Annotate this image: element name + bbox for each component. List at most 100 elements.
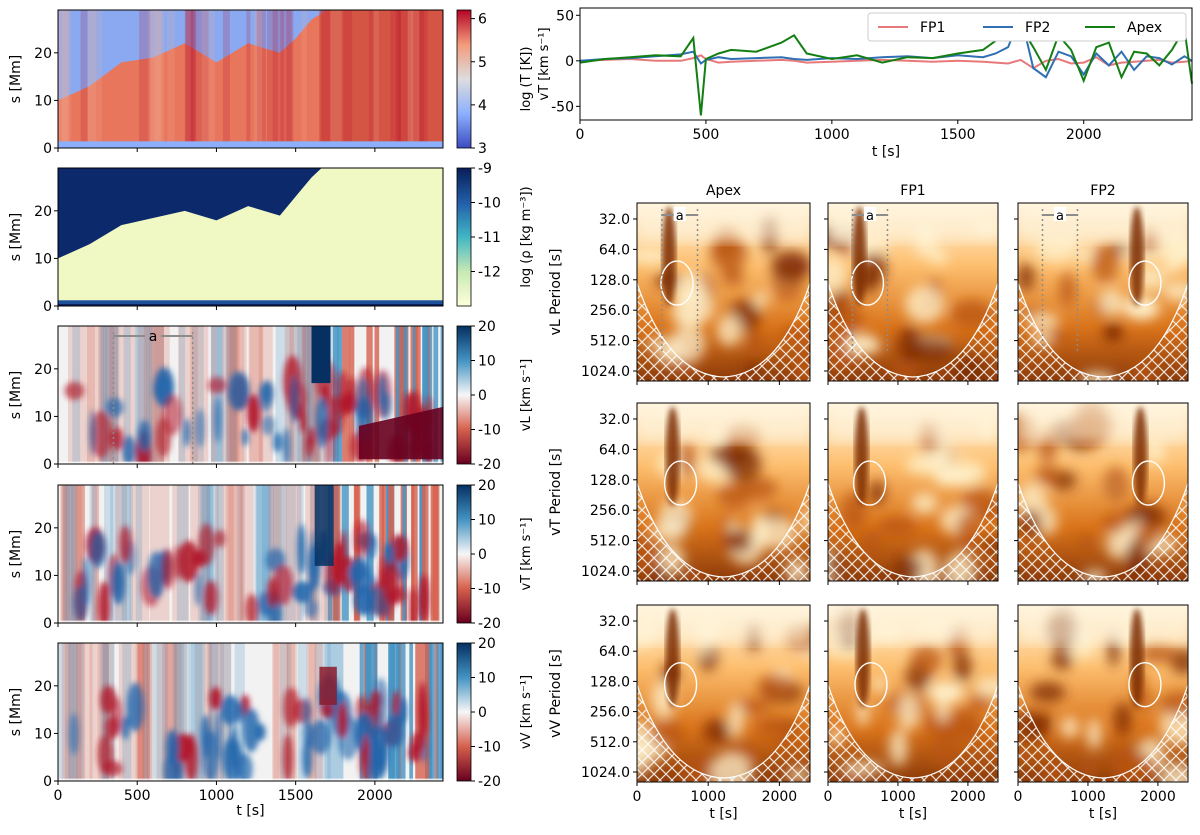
velocity-stripe xyxy=(217,326,225,464)
velocity-blob xyxy=(339,530,348,572)
colorbar xyxy=(456,9,472,149)
y-tick-label: 1024.0 xyxy=(581,364,630,380)
power-blob xyxy=(702,718,732,744)
velocity-stripe xyxy=(174,643,185,781)
velocity-blob xyxy=(370,723,390,773)
heatmap-temperature: 0 10 20 s [Mm] 6 5 4 3 log (T [K]) xyxy=(8,9,534,157)
cone-of-influence xyxy=(828,684,998,782)
heatmap-vV: 0 10 20 0 500 1000 1500 2000 s [Mm] t [s] 20 10 0 -10… xyxy=(8,636,534,819)
colorbar-tick-label: -9 xyxy=(478,161,492,177)
interval-label: a xyxy=(676,209,684,224)
velocity-stripe xyxy=(143,643,150,781)
wavelet-panel: 0 1000 2000 t [s] xyxy=(824,604,999,822)
velocity-blob xyxy=(177,540,199,583)
power-blob xyxy=(897,692,920,731)
power-blob xyxy=(932,728,959,768)
row-y-label: vV Period [s] xyxy=(548,649,564,738)
x-tick-label: 1000 xyxy=(1070,789,1106,805)
colorbar-tick-label: 4 xyxy=(478,98,487,114)
velocity-blob xyxy=(161,548,175,590)
velocity-stripe xyxy=(143,326,153,464)
velocity-blob xyxy=(266,578,279,608)
x-tick-label: 500 xyxy=(124,788,151,804)
cone-of-influence xyxy=(1018,483,1188,581)
power-blob xyxy=(717,483,751,509)
temperature-streak xyxy=(321,10,330,148)
x-tick-label: 0 xyxy=(1014,789,1023,805)
power-blob xyxy=(856,699,869,727)
vL-dark-red-region xyxy=(359,406,443,460)
series-line-fp1 xyxy=(579,54,1193,70)
velocity-blob xyxy=(315,396,330,449)
velocity-stripe xyxy=(191,326,204,464)
short-period-region xyxy=(1018,203,1188,243)
velocity-stripe xyxy=(122,643,132,781)
power-blob xyxy=(1034,712,1052,736)
y-tick-label: 20 xyxy=(34,46,52,62)
velocity-stripe xyxy=(137,643,153,781)
axes-frame xyxy=(57,167,444,307)
x-axis-label: t [s] xyxy=(709,806,737,822)
wavelet-power xyxy=(828,403,998,581)
velocity-stripe xyxy=(178,326,198,464)
base-band xyxy=(58,620,443,623)
y-tick-label: 10 xyxy=(34,568,52,584)
power-peak xyxy=(1129,206,1144,307)
x-tick-label: 2000 xyxy=(1066,127,1102,143)
short-period-region xyxy=(637,605,810,644)
velocity-blob xyxy=(305,435,314,459)
y-tick-label: 1024.0 xyxy=(581,564,630,580)
power-blob xyxy=(910,645,943,674)
wavelet-panel: 0 1000 2000 t [s] xyxy=(1014,604,1189,822)
power-blob xyxy=(770,250,810,283)
heatmap-body-vV xyxy=(58,643,443,781)
velocity-blob xyxy=(165,729,180,766)
colorbar-tick-label: 10 xyxy=(478,671,496,687)
temperature-streak xyxy=(272,10,284,148)
power-blob xyxy=(878,516,917,538)
y-axis-label: s [Mm] xyxy=(8,688,24,736)
axes-frame xyxy=(827,402,999,582)
power-blob xyxy=(905,454,947,475)
velocity-blob xyxy=(238,701,245,724)
power-blob xyxy=(872,676,887,692)
x-tick-label: 500 xyxy=(693,127,720,143)
cone-of-influence xyxy=(828,283,998,381)
axes-frame xyxy=(579,7,1193,121)
column-title: FP2 xyxy=(1090,183,1115,199)
y-axis-label: s [Mm] xyxy=(8,371,24,419)
x-tick-label: 1000 xyxy=(814,127,850,143)
velocity-blob xyxy=(354,519,370,557)
velocity-stripe xyxy=(395,326,400,464)
velocity-blob xyxy=(371,689,380,718)
velocity-stripe xyxy=(262,485,270,623)
x-axis-label: t [s] xyxy=(872,144,900,160)
velocity-blob xyxy=(105,397,124,418)
temperature-streak xyxy=(368,10,375,148)
y-tick-label: 32.0 xyxy=(599,614,630,630)
velocity-blob xyxy=(304,598,318,619)
colorbar-tick-label: -10 xyxy=(478,196,501,212)
x-tick-label: 1000 xyxy=(199,788,235,804)
power-blob xyxy=(904,285,945,324)
velocity-stripe xyxy=(209,643,219,781)
coi-boundary xyxy=(828,684,998,779)
velocity-blob xyxy=(382,561,402,606)
coi-boundary xyxy=(1018,282,1188,378)
temperature-streak xyxy=(185,10,194,148)
velocity-blob xyxy=(327,394,344,436)
y-tick-label: 512.0 xyxy=(590,735,630,751)
power-blob xyxy=(936,694,950,723)
velocity-blob xyxy=(68,713,79,755)
power-blob xyxy=(1102,323,1124,341)
legend-label-apex: Apex xyxy=(1127,20,1162,36)
y-tick-label: 128.0 xyxy=(590,273,630,289)
axes-frame xyxy=(827,604,999,783)
x-tick-label: 2000 xyxy=(1140,789,1176,805)
power-blob xyxy=(937,469,976,486)
vT-dark-blue-patch xyxy=(314,485,334,566)
velocity-blob xyxy=(272,432,283,453)
interval-label-bg xyxy=(1053,207,1066,221)
colorbar xyxy=(456,167,472,307)
velocity-stripe xyxy=(190,643,203,781)
